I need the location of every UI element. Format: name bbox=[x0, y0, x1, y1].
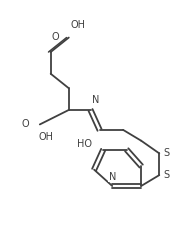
Text: S: S bbox=[163, 170, 169, 180]
Text: O: O bbox=[21, 119, 29, 129]
Text: O: O bbox=[51, 32, 59, 42]
Text: N: N bbox=[109, 172, 116, 182]
Text: HO: HO bbox=[77, 139, 92, 149]
Text: OH: OH bbox=[71, 20, 86, 30]
Text: S: S bbox=[163, 148, 169, 159]
Text: OH: OH bbox=[38, 132, 53, 142]
Text: N: N bbox=[92, 95, 100, 105]
